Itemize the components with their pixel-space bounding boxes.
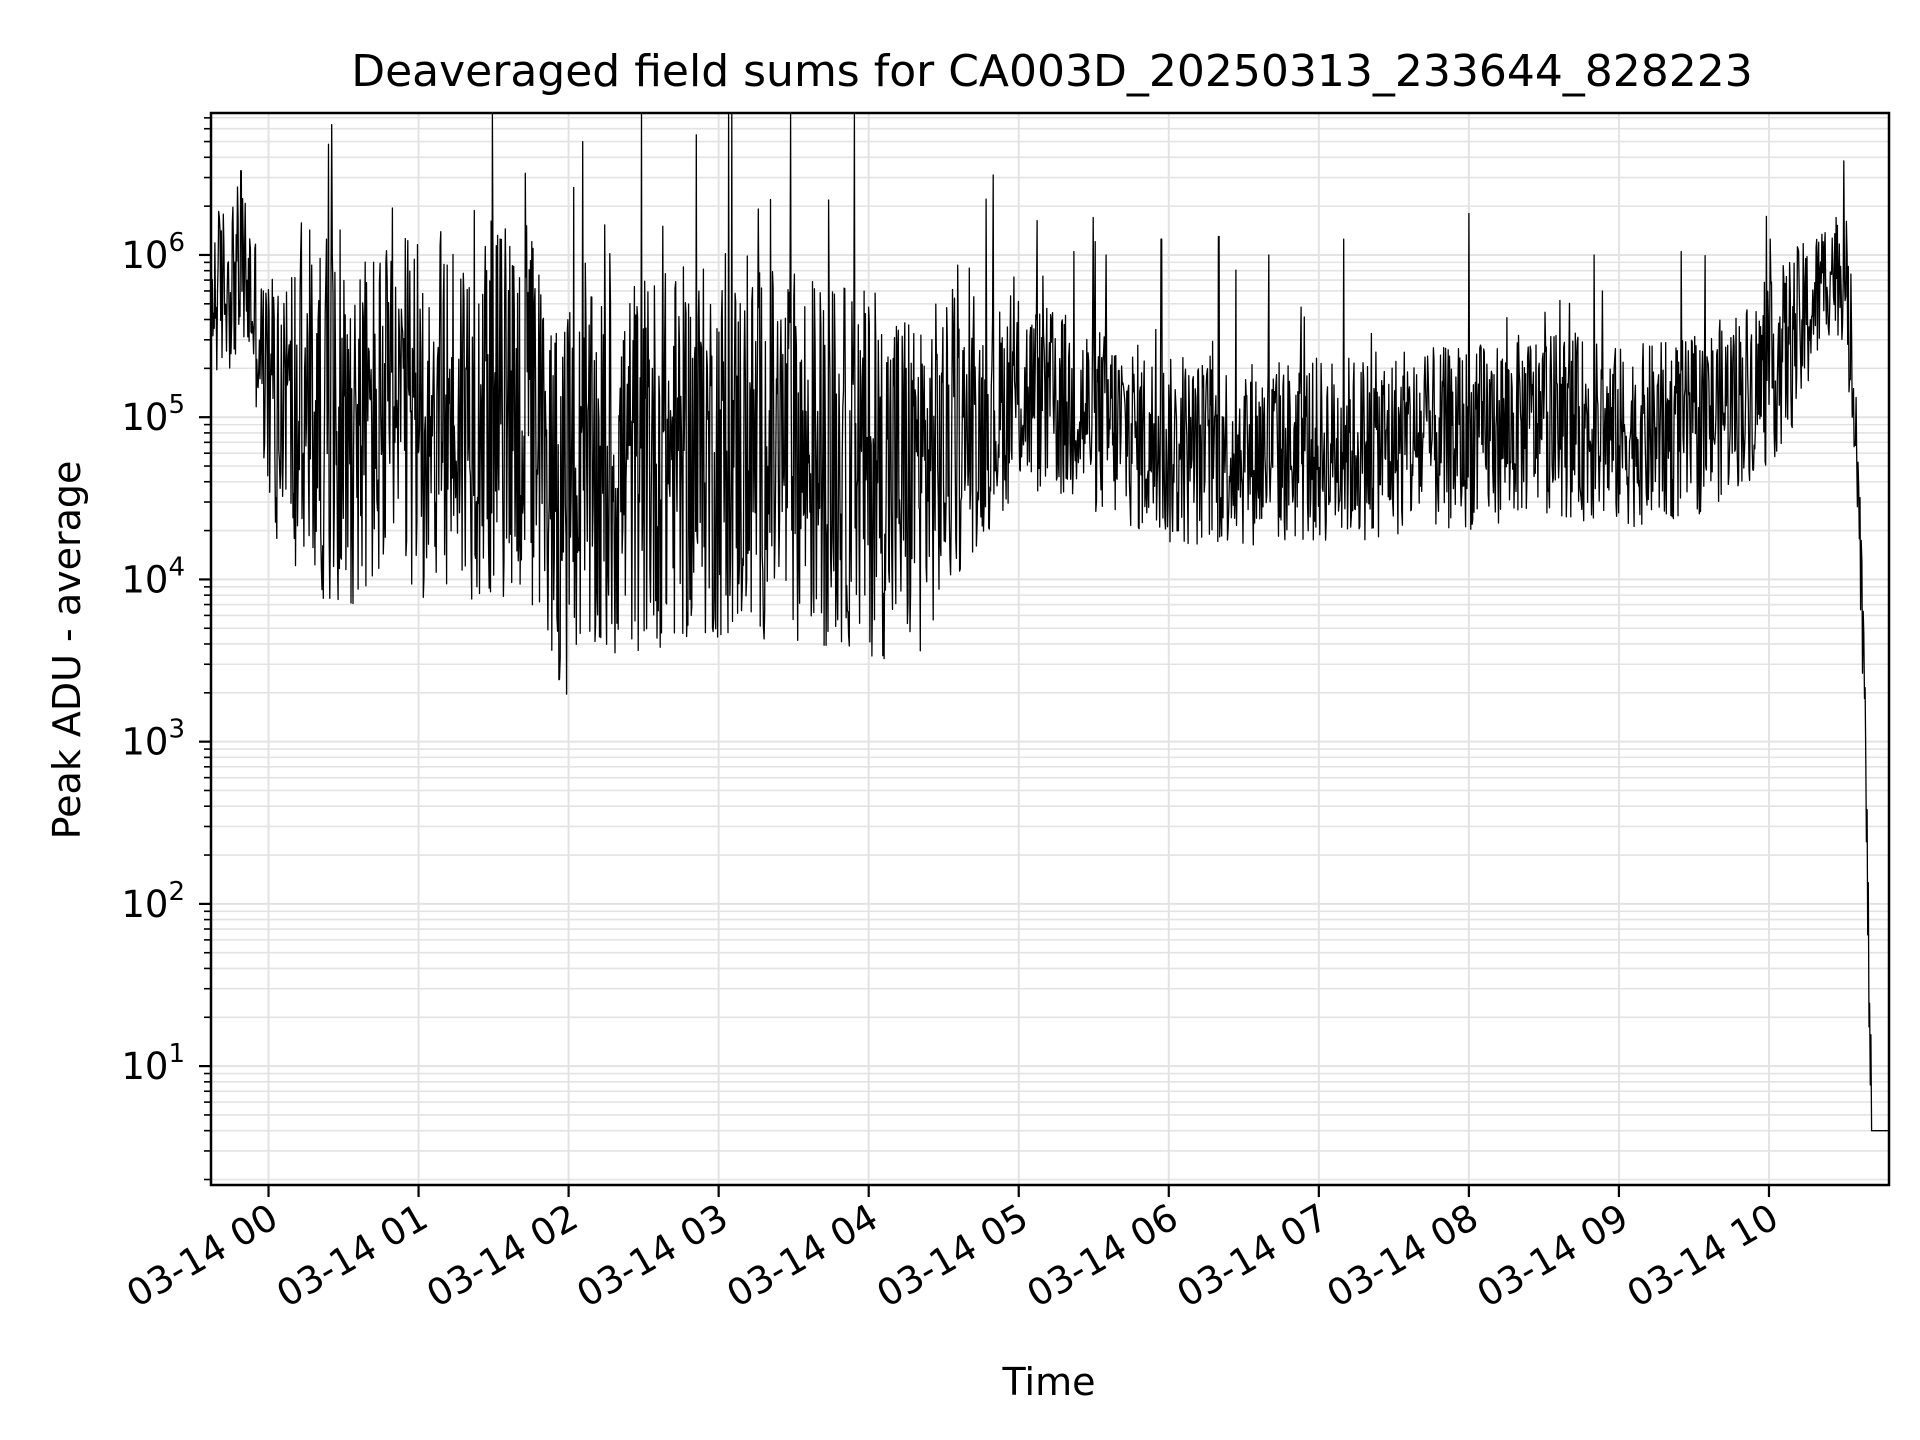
series-line — [210, 113, 1890, 1132]
y-tick-label: 106 — [121, 228, 185, 277]
plot-frame — [209, 111, 1891, 1187]
y-tick-label: 104 — [121, 552, 185, 601]
y-tick-label: 102 — [121, 877, 185, 926]
y-tick-label: 103 — [121, 715, 185, 764]
y-axis-label: Peak ADU - average — [45, 461, 89, 840]
y-axis: 101 102 103 104 105 106 — [121, 117, 211, 1181]
chart-title: Deaveraged field sums for CA003D_2025031… — [351, 46, 1753, 97]
data-layer — [210, 113, 1890, 1132]
y-tick-label: 101 — [121, 1039, 185, 1088]
x-axis-label: Time — [1002, 1360, 1096, 1404]
y-tick-label: 105 — [121, 390, 185, 439]
